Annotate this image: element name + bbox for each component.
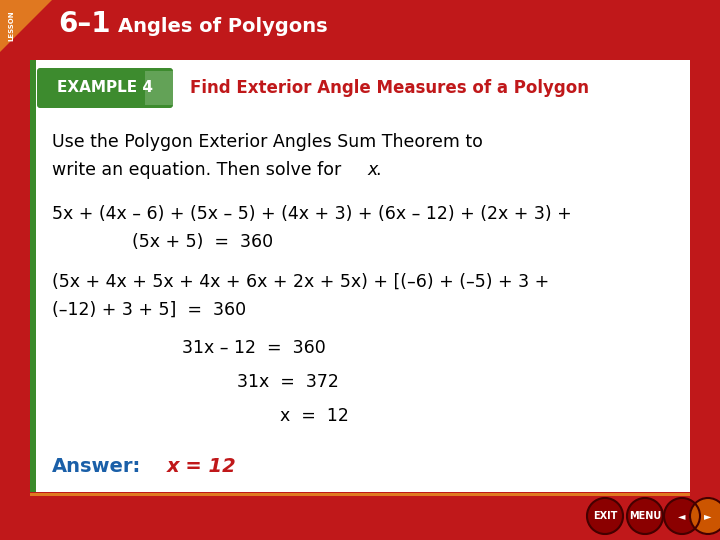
Bar [30,60,690,492]
Circle shape [664,498,700,534]
Text: write an equation. Then solve for: write an equation. Then solve for [52,161,347,179]
Text: (–12) + 3 + 5]  =  360: (–12) + 3 + 5] = 360 [52,301,246,319]
Text: 31x  =  372: 31x = 372 [237,373,339,391]
Text: Angles of Polygons: Angles of Polygons [118,17,328,36]
Circle shape [690,498,720,534]
Text: Answer:: Answer: [52,457,141,476]
Circle shape [627,498,663,534]
Text: MENU: MENU [629,511,661,521]
Text: Use the Polygon Exterior Angles Sum Theorem to: Use the Polygon Exterior Angles Sum Theo… [52,133,483,151]
Text: ◄: ◄ [678,511,685,521]
Polygon shape [0,0,52,52]
Text: x: x [367,161,377,179]
Text: ►: ► [704,511,712,521]
Bar [0,492,720,540]
Text: (5x + 5)  =  360: (5x + 5) = 360 [132,233,273,251]
Text: LESSON: LESSON [8,11,14,42]
Text: 6–1: 6–1 [58,10,110,38]
Text: x  =  12: x = 12 [280,407,349,425]
Text: EXAMPLE 4: EXAMPLE 4 [57,80,153,96]
Bar [30,493,690,496]
Text: 31x – 12  =  360: 31x – 12 = 360 [182,339,325,357]
Circle shape [587,498,623,534]
Text: Find Exterior Angle Measures of a Polygon: Find Exterior Angle Measures of a Polygo… [190,79,589,97]
Bar [145,71,175,105]
Bar [0,0,720,52]
Text: .: . [375,161,380,179]
Text: EXIT: EXIT [593,511,617,521]
Text: 5x + (4x – 6) + (5x – 5) + (4x + 3) + (6x – 12) + (2x + 3) +: 5x + (4x – 6) + (5x – 5) + (4x + 3) + (6… [52,205,572,223]
Bar [690,60,720,492]
Text: x = 12: x = 12 [167,457,237,476]
Bar [30,60,36,492]
Text: (5x + 4x + 5x + 4x + 6x + 2x + 5x) + [(–6) + (–5) + 3 +: (5x + 4x + 5x + 4x + 6x + 2x + 5x) + [(–… [52,273,549,291]
FancyBboxPatch shape [37,68,173,108]
